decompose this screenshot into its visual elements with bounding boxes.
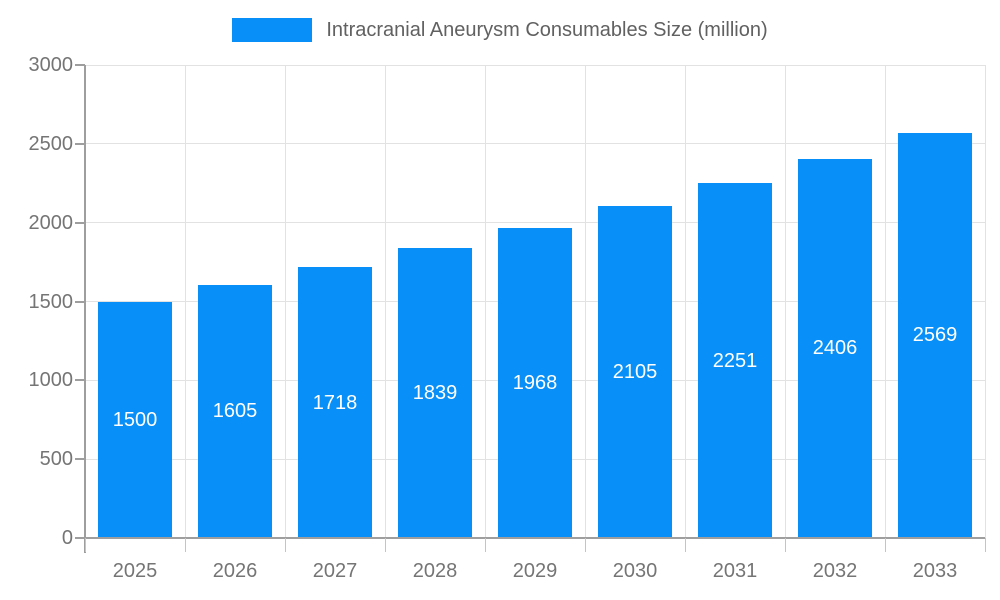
x-axis-label: 2029: [512, 560, 558, 582]
legend-label: Intracranial Aneurysm Consumables Size (…: [326, 18, 768, 41]
x-axis-tick: [884, 538, 886, 552]
gridline-vertical: [684, 65, 686, 538]
y-axis-tick: [75, 379, 85, 382]
gridline-vertical: [484, 65, 486, 538]
y-axis-label: 3000: [28, 54, 74, 76]
x-axis-label: 2025: [112, 560, 158, 582]
bar-2025[interactable]: [98, 301, 172, 537]
gridline-horizontal: [85, 143, 985, 145]
bar-2028[interactable]: [398, 248, 472, 537]
bar-value-label: 2406: [812, 337, 858, 360]
x-axis-tick: [784, 538, 786, 552]
bar-value-label: 1718: [312, 391, 358, 414]
x-axis-label: 2028: [412, 560, 458, 582]
x-axis-tick: [384, 538, 386, 552]
bar-2032[interactable]: [798, 158, 872, 537]
y-axis-tick: [75, 300, 85, 303]
gridline-horizontal: [85, 222, 985, 224]
gridline-vertical: [884, 65, 886, 538]
x-axis-line: [85, 537, 985, 539]
legend[interactable]: Intracranial Aneurysm Consumables Size (…: [0, 18, 1000, 42]
bar-value-label: 2251: [712, 349, 758, 372]
x-axis-label: 2031: [712, 560, 758, 582]
y-axis-line: [84, 65, 86, 553]
y-axis-tick: [75, 458, 85, 461]
gridline-vertical: [584, 65, 586, 538]
x-axis-tick: [84, 538, 86, 552]
gridline-vertical: [984, 65, 986, 538]
bar-value-label: 1605: [212, 400, 258, 423]
y-axis-label: 2000: [28, 211, 74, 234]
x-axis-label: 2026: [212, 560, 258, 582]
bar-value-label: 2569: [912, 324, 958, 347]
gridline-horizontal: [85, 64, 985, 66]
y-axis-label: 0: [61, 527, 73, 549]
bar-2031[interactable]: [698, 183, 772, 537]
y-axis-label: 1500: [28, 290, 74, 313]
x-axis-tick: [984, 538, 986, 552]
bar-2030[interactable]: [598, 206, 672, 537]
x-axis-label: 2030: [612, 560, 658, 582]
gridline-vertical: [184, 65, 186, 538]
x-axis-tick: [184, 538, 186, 552]
y-axis-label: 2500: [28, 132, 74, 155]
legend-swatch: [232, 18, 313, 42]
y-axis-label: 1000: [28, 369, 74, 392]
y-axis-tick: [75, 221, 85, 224]
bar-2027[interactable]: [298, 267, 372, 537]
x-axis-tick: [284, 538, 286, 552]
x-axis-label: 2027: [312, 560, 358, 582]
bar-value-label: 2105: [612, 361, 658, 384]
gridline-vertical: [784, 65, 786, 538]
bar-value-label: 1500: [112, 408, 158, 431]
y-axis-tick: [75, 142, 85, 145]
bar-2029[interactable]: [498, 227, 572, 537]
x-axis-label: 2033: [912, 560, 958, 582]
x-axis-tick: [684, 538, 686, 552]
bar-2026[interactable]: [198, 284, 272, 537]
x-axis-tick: [484, 538, 486, 552]
y-axis-tick: [75, 537, 85, 539]
y-axis-label: 500: [39, 448, 73, 471]
gridline-vertical: [384, 65, 386, 538]
gridline-vertical: [284, 65, 286, 538]
bar-value-label: 1968: [512, 371, 558, 394]
bar-2033[interactable]: [898, 132, 972, 537]
bar-value-label: 1839: [412, 382, 458, 405]
x-axis-label: 2032: [812, 560, 858, 582]
x-axis-tick: [584, 538, 586, 552]
y-axis-tick: [75, 64, 85, 66]
